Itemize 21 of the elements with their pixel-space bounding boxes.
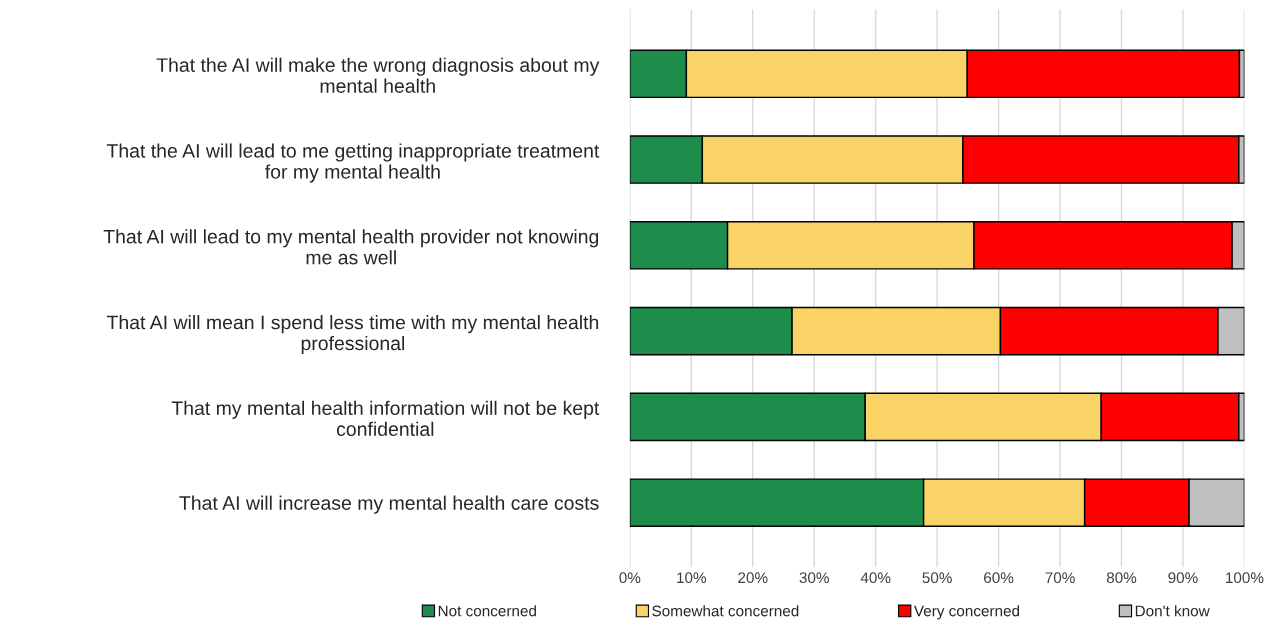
legend-label: Somewhat concerned bbox=[652, 605, 799, 617]
legend-label: Not concerned bbox=[438, 605, 536, 617]
y-tick-label: That the AI will make the wrong diagnosis about my mental health bbox=[156, 57, 600, 93]
legend-label: Don't know bbox=[1135, 605, 1210, 617]
x-tick-label: 70% bbox=[1045, 572, 1075, 584]
legend-label: Very concerned bbox=[913, 605, 1020, 620]
y-tick-label: That AI will increase my mental health care costs bbox=[179, 495, 599, 514]
x-tick-label: 50% bbox=[922, 572, 952, 584]
x-tick-label: 90% bbox=[1168, 572, 1198, 584]
y-tick-label: That my mental health information will not be kept confidential bbox=[171, 400, 600, 437]
x-tick-label: 10% bbox=[677, 572, 707, 584]
y-tick-label: That AI will mean I spend less time with my mental health professional bbox=[106, 315, 599, 355]
x-tick-label: 60% bbox=[984, 572, 1014, 584]
x-tick-label: 20% bbox=[738, 572, 768, 584]
x-tick-label: 100% bbox=[1226, 572, 1264, 584]
x-tick-label: 80% bbox=[1106, 572, 1137, 584]
x-tick-label: 30% bbox=[799, 572, 829, 584]
y-tick-label: That AI will lead to my mental health provider not knowing me as well bbox=[103, 229, 599, 265]
x-tick-label: 40% bbox=[860, 572, 891, 584]
y-tick-label: That the AI will lead to me getting inappropriate treatment for my mental health bbox=[106, 143, 600, 183]
x-tick-label: 0% bbox=[619, 572, 641, 584]
